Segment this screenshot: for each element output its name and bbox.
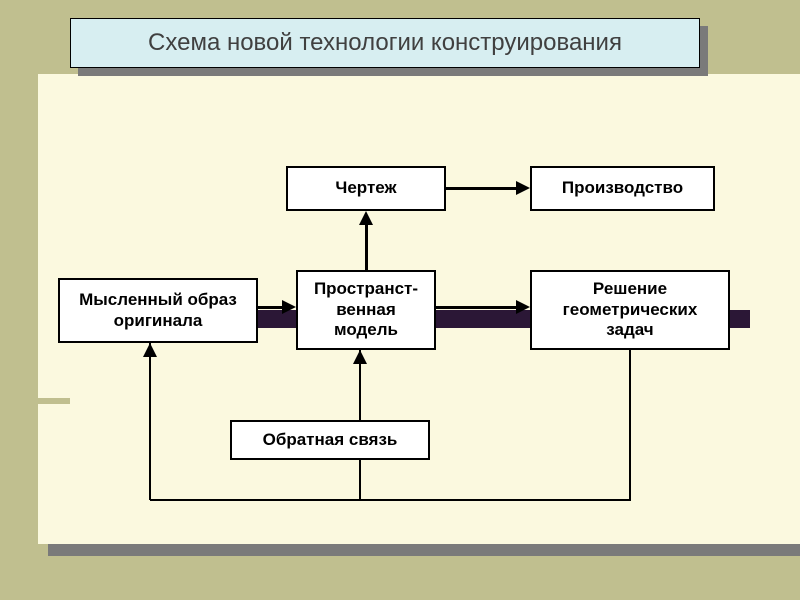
arrow-drawing_to_prod <box>446 187 516 190</box>
arrow-line <box>150 499 631 501</box>
node-mental: Мысленный образ оригинала <box>58 278 258 343</box>
node-drawing: Чертеж <box>286 166 446 211</box>
arrow-line <box>629 350 631 500</box>
arrow-head-right <box>516 181 530 195</box>
node-production: Производство <box>530 166 715 211</box>
arrow-line <box>149 343 151 500</box>
arrow-spatial_to_drawing <box>365 225 368 270</box>
node-spatial: Пространст- венная модель <box>296 270 436 350</box>
arrow-head-right <box>516 300 530 314</box>
diagram-title: Схема новой технологии конструирования <box>70 18 700 68</box>
arrow-spatial_to_solve <box>436 306 516 309</box>
arrow-head-up <box>359 211 373 225</box>
arrow-head-right <box>282 300 296 314</box>
layer <box>0 398 70 404</box>
arrow-head-up <box>143 343 157 357</box>
arrow-head-up <box>353 350 367 364</box>
node-feedback: Обратная связь <box>230 420 430 460</box>
node-solve: Решение геометрических задач <box>530 270 730 350</box>
arrow-mental_to_spatial <box>258 306 282 309</box>
